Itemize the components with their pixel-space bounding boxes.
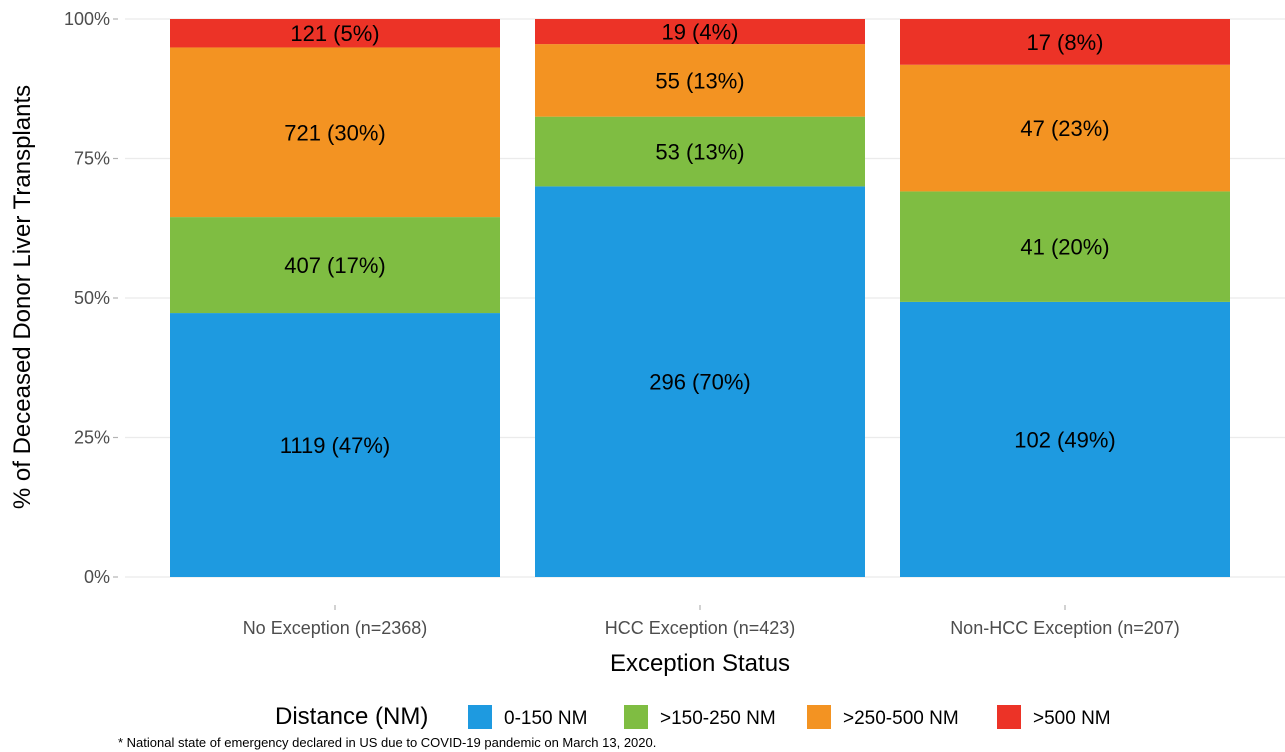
bar-segment <box>900 64 1230 192</box>
bar-segment <box>170 47 500 218</box>
x-axis: No Exception (n=2368) HCC Exception (n=42… <box>243 605 1180 638</box>
legend-key <box>468 705 492 729</box>
y-tick-label: 25% <box>74 428 110 448</box>
legend-title: Distance (NM) <box>275 703 428 730</box>
legend-label: >500 NM <box>1033 708 1111 729</box>
x-tick-label: HCC Exception (n=423) <box>605 618 796 638</box>
bar-segment <box>170 19 500 48</box>
data-label: 296 (70%) <box>649 370 751 395</box>
bar-segment <box>900 301 1230 577</box>
bar-segment <box>535 186 865 577</box>
data-label: 17 (8%) <box>1026 30 1103 55</box>
data-label: 407 (17%) <box>284 253 386 278</box>
legend-label: 0-150 NM <box>504 708 587 729</box>
y-tick-label: 100% <box>64 9 110 29</box>
data-label: 721 (30%) <box>284 120 386 145</box>
data-label: 53 (13%) <box>655 140 744 165</box>
y-tick-label: 75% <box>74 149 110 169</box>
legend: Distance (NM) 0-150 NM >150-250 NM >250-50… <box>275 703 1111 730</box>
x-tick-label: No Exception (n=2368) <box>243 618 428 638</box>
bar-segment <box>170 313 500 577</box>
legend-key <box>624 705 648 729</box>
bar-segment <box>900 19 1230 65</box>
bars <box>170 19 1230 577</box>
data-labels: 1119 (47%) 407 (17%) 721 (30%) 121 (5%) 296 … <box>280 20 1116 458</box>
data-label: 1119 (47%) <box>280 433 390 458</box>
legend-label: >150-250 NM <box>660 708 776 729</box>
bar-segment <box>900 191 1230 302</box>
data-label: 41 (20%) <box>1020 235 1109 260</box>
legend-key <box>807 705 831 729</box>
bar-segment <box>170 217 500 314</box>
bar-segment <box>535 116 865 187</box>
y-tick-label: 50% <box>74 288 110 308</box>
legend-key <box>997 705 1021 729</box>
y-axis-title: % of Deceased Donor Liver Transplants <box>9 85 36 509</box>
footnote: * National state of emergency declared i… <box>118 735 656 750</box>
data-label: 55 (13%) <box>655 68 744 93</box>
y-tick-label: 0% <box>84 567 110 587</box>
data-label: 47 (23%) <box>1020 116 1109 141</box>
data-label: 19 (4%) <box>661 20 738 45</box>
x-axis-title: Exception Status <box>610 650 790 677</box>
bar-segment <box>535 44 865 117</box>
x-tick-label: Non-HCC Exception (n=207) <box>950 618 1180 638</box>
y-axis: 0% 25% 50% 75% 100% <box>64 9 118 587</box>
data-label: 102 (49%) <box>1014 427 1116 452</box>
legend-label: >250-500 NM <box>843 708 959 729</box>
data-label: 121 (5%) <box>290 21 379 46</box>
bar-segment <box>535 19 865 45</box>
